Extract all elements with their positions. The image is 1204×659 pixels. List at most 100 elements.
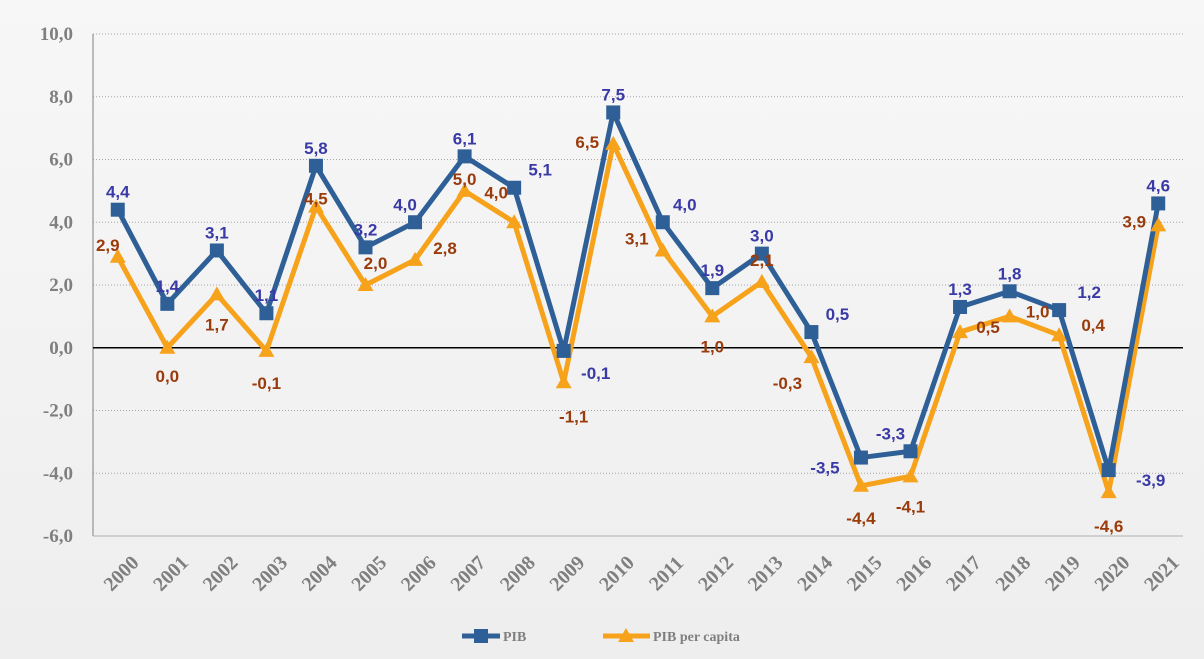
data-label-pib: 5,8 — [304, 139, 328, 158]
data-label-pib: 1,1 — [255, 286, 279, 305]
point-pib — [1101, 463, 1116, 478]
x-tick-label: 2011 — [645, 552, 688, 595]
data-label-pib-per-capita: -0,3 — [773, 374, 802, 393]
x-tick-label: 2012 — [694, 552, 738, 596]
data-label-pib-per-capita: 0,4 — [1081, 316, 1105, 335]
point-pib-per-capita — [208, 286, 225, 301]
data-label-pib-per-capita: 2,9 — [96, 236, 120, 255]
y-tick-label: -6,0 — [43, 526, 73, 547]
x-tick-label: 2001 — [149, 552, 193, 596]
data-label-pib-per-capita: 3,9 — [1122, 212, 1146, 231]
point-pib-per-capita — [159, 339, 176, 354]
data-label-pib: 1,8 — [998, 264, 1022, 283]
point-pib — [1052, 303, 1067, 318]
legend-marker-pib — [474, 629, 488, 643]
x-tick-label: 2010 — [595, 552, 639, 596]
y-tick-label: -4,0 — [43, 463, 73, 484]
data-label-pib-per-capita: -4,1 — [896, 497, 925, 516]
data-label-pib-per-capita: 2,8 — [433, 239, 457, 258]
data-label-pib: 0,5 — [826, 305, 850, 324]
legend-label-pib-per-capita: PIB per capita — [653, 630, 740, 645]
legend-marker-pib-per-capita — [618, 628, 634, 642]
data-label-pib-per-capita: 1,0 — [1026, 302, 1050, 321]
data-label-pib-per-capita: 4,5 — [304, 190, 328, 209]
point-pib-per-capita — [803, 349, 820, 364]
point-pib — [606, 105, 621, 120]
point-pib — [754, 246, 769, 261]
x-tick-label: 2017 — [942, 552, 986, 596]
data-label-pib: 5,1 — [528, 161, 552, 180]
point-pib — [953, 299, 968, 314]
x-tick-label: 2016 — [892, 552, 936, 596]
data-label-pib-per-capita: 6,5 — [575, 133, 599, 152]
x-tick-label: 2004 — [298, 552, 342, 596]
data-label-pib-per-capita: -1,1 — [559, 407, 588, 426]
data-label-pib: 3,2 — [354, 220, 378, 239]
point-pib — [160, 296, 175, 311]
data-label-pib-per-capita: 2,1 — [750, 251, 774, 270]
x-tick-label: 2014 — [793, 552, 837, 596]
point-pib — [903, 444, 918, 459]
y-tick-label: 10,0 — [40, 24, 73, 45]
point-pib-per-capita — [654, 242, 671, 257]
data-label-pib: 4,0 — [673, 195, 697, 214]
x-tick-label: 2003 — [248, 552, 292, 596]
data-label-pib-per-capita: 0,5 — [976, 318, 1000, 337]
data-label-pib-per-capita: 3,1 — [625, 229, 649, 248]
point-pib-per-capita — [753, 273, 770, 288]
point-pib-per-capita — [1051, 327, 1068, 342]
data-label-pib: 1,2 — [1077, 283, 1101, 302]
x-tick-label: 2015 — [843, 552, 887, 596]
point-pib — [655, 215, 670, 230]
x-tick-label: 2009 — [546, 552, 590, 596]
data-label-pib: 3,1 — [205, 223, 229, 242]
data-label-pib: -0,1 — [581, 364, 610, 383]
data-label-pib-per-capita: -4,4 — [846, 509, 876, 528]
data-label-pib: 1,4 — [155, 277, 179, 296]
data-label-pib: -3,9 — [1136, 471, 1165, 490]
point-pib — [853, 450, 868, 465]
data-label-pib-per-capita: -4,6 — [1094, 517, 1123, 536]
y-tick-label: 2,0 — [49, 275, 73, 296]
data-label-pib: 4,6 — [1146, 176, 1170, 195]
point-pib — [1151, 196, 1166, 211]
point-pib-per-capita — [357, 277, 374, 291]
point-pib — [358, 240, 373, 255]
x-tick-label: 2019 — [1041, 552, 1085, 596]
point-pib-per-capita — [506, 214, 523, 229]
point-pib-per-capita — [456, 182, 473, 197]
y-tick-label: 0,0 — [49, 338, 73, 359]
data-label-pib: 3,0 — [750, 227, 774, 246]
point-pib-per-capita — [852, 477, 869, 492]
point-pib-per-capita — [555, 374, 572, 389]
point-pib — [705, 281, 720, 296]
data-label-pib-per-capita: 1,7 — [205, 315, 229, 334]
point-pib-per-capita — [258, 342, 275, 357]
x-tick-label: 2005 — [347, 552, 391, 596]
data-label-pib-per-capita: 2,0 — [364, 254, 388, 273]
point-pib-per-capita — [1150, 217, 1167, 232]
y-tick-label: 6,0 — [49, 150, 73, 171]
point-pib — [209, 243, 224, 258]
point-pib — [308, 158, 323, 173]
point-pib-per-capita — [407, 251, 424, 266]
x-tick-label: 2013 — [744, 552, 788, 596]
point-pib — [457, 149, 472, 164]
x-tick-label: 2002 — [199, 552, 243, 596]
point-pib — [1002, 284, 1017, 299]
point-pib — [259, 306, 274, 321]
x-tick-label: 2006 — [397, 552, 441, 596]
point-pib-per-capita — [704, 308, 721, 323]
y-tick-label: -2,0 — [43, 401, 73, 422]
point-pib — [556, 343, 571, 358]
data-label-pib-per-capita: 1,0 — [700, 337, 724, 356]
point-pib-per-capita — [605, 135, 622, 150]
x-tick-label: 2021 — [1140, 552, 1184, 596]
point-pib — [507, 180, 522, 195]
data-label-pib: 7,5 — [601, 85, 625, 104]
legend-label-pib: PIB — [503, 630, 526, 645]
data-label-pib: 1,9 — [700, 261, 724, 280]
data-label-pib-per-capita: -0,1 — [252, 374, 281, 393]
